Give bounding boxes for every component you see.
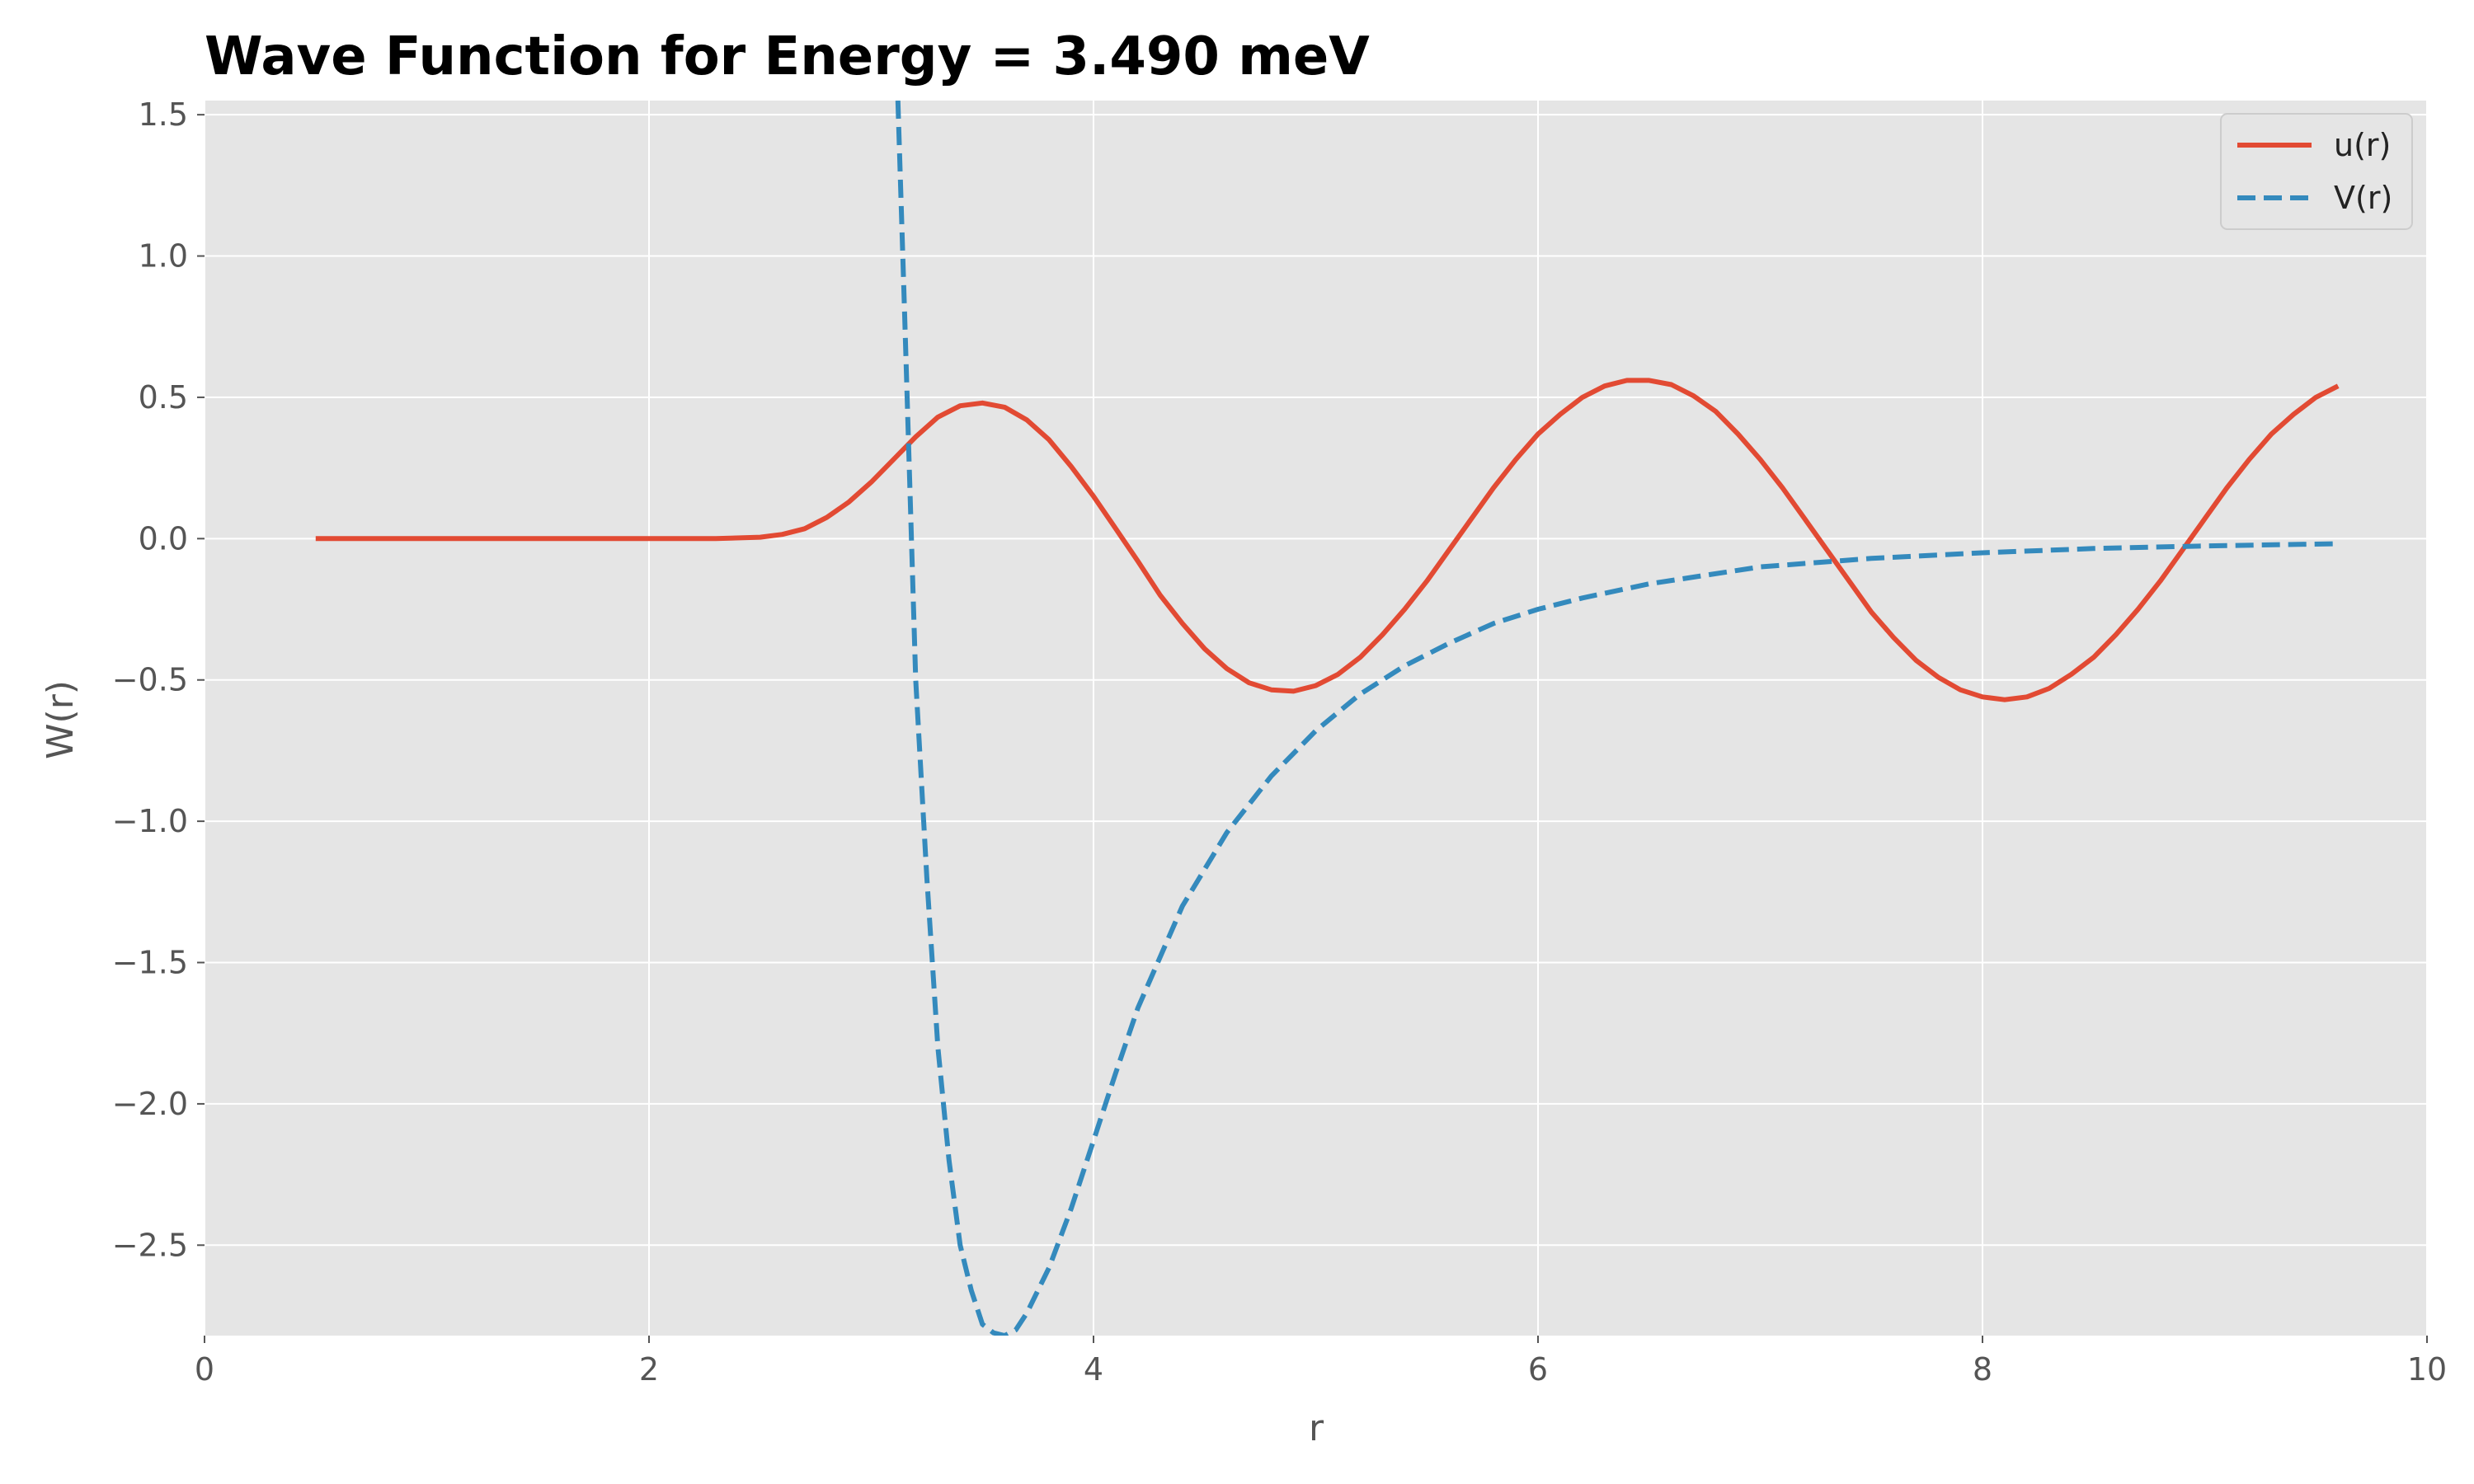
y-tick-label: 1.5 [139,96,188,133]
series-layer [315,101,2340,1336]
x-axis-label: r [1309,1407,1324,1449]
y-tick-label: −1.5 [112,945,188,981]
y-axis-label: W(r) [40,680,82,759]
grid-lines [204,101,2428,1336]
y-tick-label: −1.0 [112,803,188,839]
series-line-v [895,101,2339,1336]
y-tick-label: −2.5 [112,1227,188,1263]
legend-label-u: u(r) [2334,127,2391,163]
y-tick-label: −2.0 [112,1086,188,1122]
x-tick-label: 6 [1528,1351,1548,1388]
y-tick-label: −0.5 [112,662,188,698]
y-tick-label: 1.0 [139,238,188,275]
series-line-u [315,378,2340,702]
chart-title: Wave Function for Energy = 3.490 meV [205,26,1370,87]
x-tick-label: 2 [639,1351,659,1388]
y-tick-label: 0.5 [139,379,188,416]
x-tick-label: 0 [195,1351,214,1388]
legend: u(r) V(r) [2220,113,2413,230]
x-tick-label: 10 [2407,1351,2447,1388]
x-tick-label: 8 [1973,1351,1992,1388]
x-tick-label: 4 [1084,1351,1103,1388]
legend-label-v: V(r) [2334,180,2392,216]
plot-area [205,101,2427,1336]
y-tick-label: 0.0 [139,520,188,556]
tick-labels: 0 2 4 6 8 10 1.5 1.0 0.5 0.0 −0.5 −1.0 −1.5 −2.0 −2.5 [112,96,2447,1388]
